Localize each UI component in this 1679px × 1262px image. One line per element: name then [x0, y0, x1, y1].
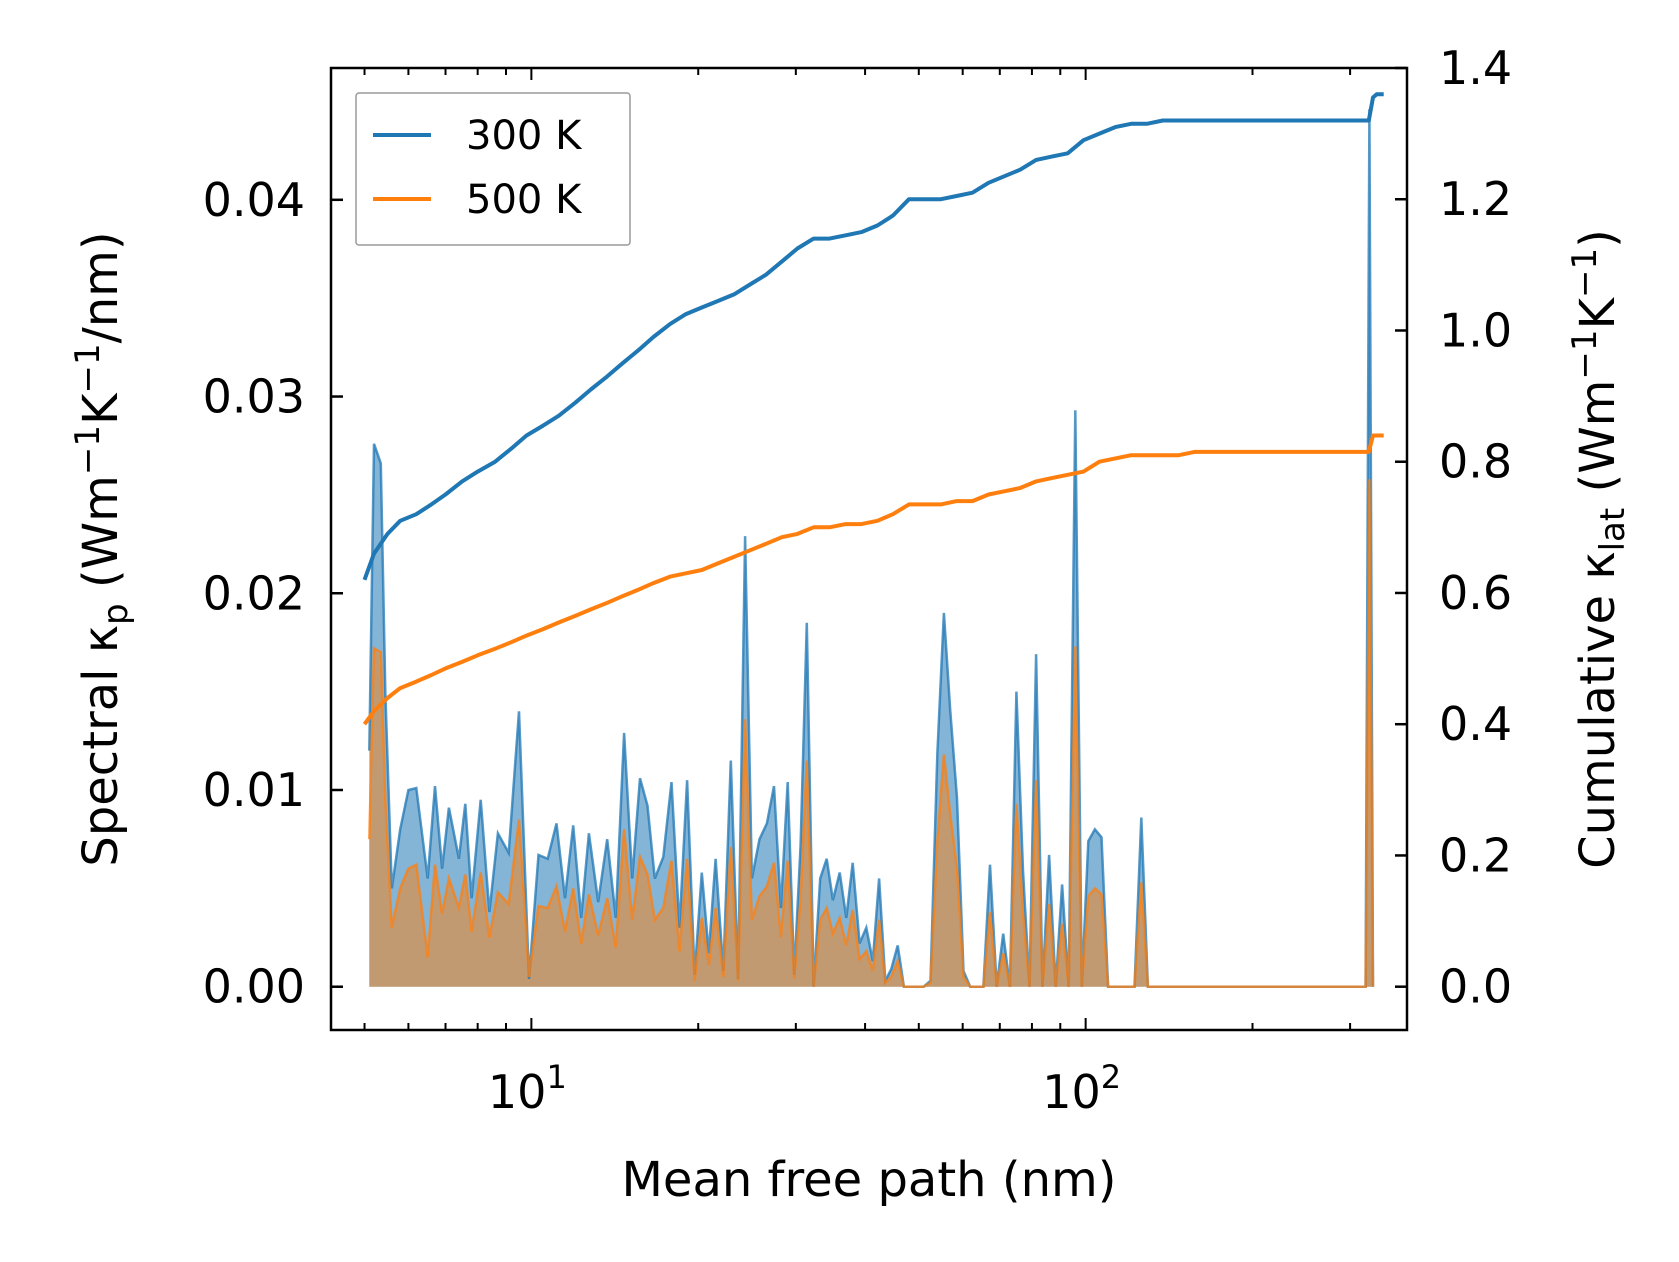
right-tick-label: 0.4 [1439, 697, 1512, 751]
plot-frame [329, 66, 1409, 1032]
spectral-line-layer [368, 109, 1375, 988]
x-axis-label: Mean free path (nm) [622, 1152, 1117, 1208]
y-axis-left-label: Spectral κp (Wm−1K−1/nm) [68, 231, 136, 866]
left-tick-label: 0.01 [203, 763, 305, 817]
right-tick-label: 0.2 [1439, 828, 1512, 882]
left-tick-label: 0.02 [203, 566, 305, 620]
cumulative-line-layer [362, 92, 1384, 726]
legend-label-300k: 300 K [466, 113, 583, 159]
right-tick-label: 1.0 [1439, 303, 1512, 357]
legend-box [355, 92, 631, 246]
right-tick-label: 1.2 [1439, 172, 1512, 226]
right-tick-label: 0.6 [1439, 566, 1512, 620]
spectral-line-300k [368, 109, 1375, 988]
spectral-fill-layer [369, 109, 1373, 987]
label-layer: Mean free path (nm) Spectral κp (Wm−1K−1… [68, 229, 1633, 1208]
tick-layer: 0.00 0.01 0.02 0.03 0.04 0.0 0.2 0.4 0.6 0.8 1.0 1.… [203, 41, 1513, 1119]
right-tick-label: 0.0 [1439, 960, 1512, 1014]
right-tick-label: 1.4 [1439, 41, 1512, 95]
spectral-line-500k [368, 479, 1375, 988]
spectral-area-500k [369, 479, 1373, 987]
right-tick-label: 0.8 [1439, 435, 1512, 489]
left-tick-label: 0.03 [203, 370, 305, 424]
x-tick-label: 102 [1042, 1058, 1121, 1119]
cumulative-line-500k [362, 433, 1384, 726]
left-tick-label: 0.04 [203, 173, 305, 227]
spectral-area-300k [369, 109, 1373, 987]
cumulative-line-300k [362, 92, 1384, 581]
left-tick-label: 0.00 [203, 960, 305, 1014]
x-tick-label: 101 [488, 1058, 567, 1119]
legend: 300 K 500 K [355, 92, 631, 246]
y-axis-right-label: Cumulative κlat (Wm−1K−1) [1565, 229, 1633, 869]
legend-label-500k: 500 K [466, 177, 583, 223]
